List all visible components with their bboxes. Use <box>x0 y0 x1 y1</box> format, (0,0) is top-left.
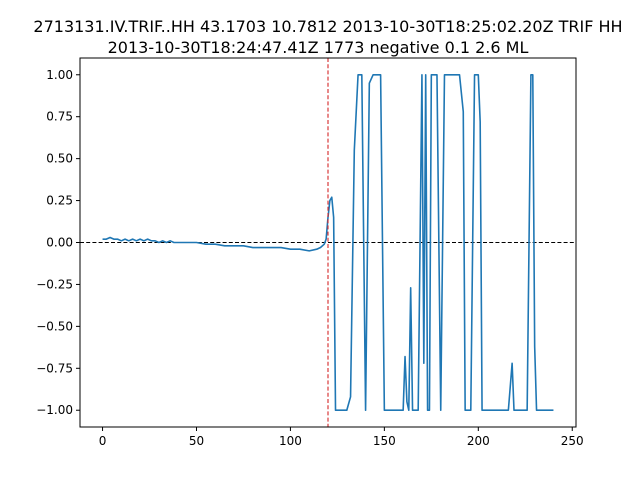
x-tick-label: 250 <box>561 434 584 448</box>
y-tick-label: 0.50 <box>46 152 73 166</box>
y-tick-label: −0.75 <box>36 361 73 375</box>
x-tick-label: 200 <box>467 434 490 448</box>
y-tick-label: −1.00 <box>36 403 73 417</box>
chart-title-line-1: 2713131.IV.TRIF..HH 43.1703 10.7812 2013… <box>33 17 622 36</box>
x-tick-label: 100 <box>279 434 302 448</box>
x-tick-label: 0 <box>99 434 107 448</box>
y-tick-label: 1.00 <box>46 68 73 82</box>
y-tick-label: −0.50 <box>36 319 73 333</box>
x-tick-label: 50 <box>189 434 204 448</box>
series-line-waveform <box>102 73 554 412</box>
y-tick-label: −0.25 <box>36 277 73 291</box>
y-tick-label: 0.75 <box>46 110 73 124</box>
plot-area: 0 50 100 150 200 250 1.00 0.75 0.50 0.25 0.00 −0.25… <box>36 57 584 448</box>
y-tick-label: 0.00 <box>46 236 73 250</box>
y-tick-label: 0.25 <box>46 194 73 208</box>
x-tick-label: 150 <box>373 434 396 448</box>
chart-title-line-2: 2013-10-30T18:24:47.41Z 1773 negative 0.… <box>108 38 529 57</box>
